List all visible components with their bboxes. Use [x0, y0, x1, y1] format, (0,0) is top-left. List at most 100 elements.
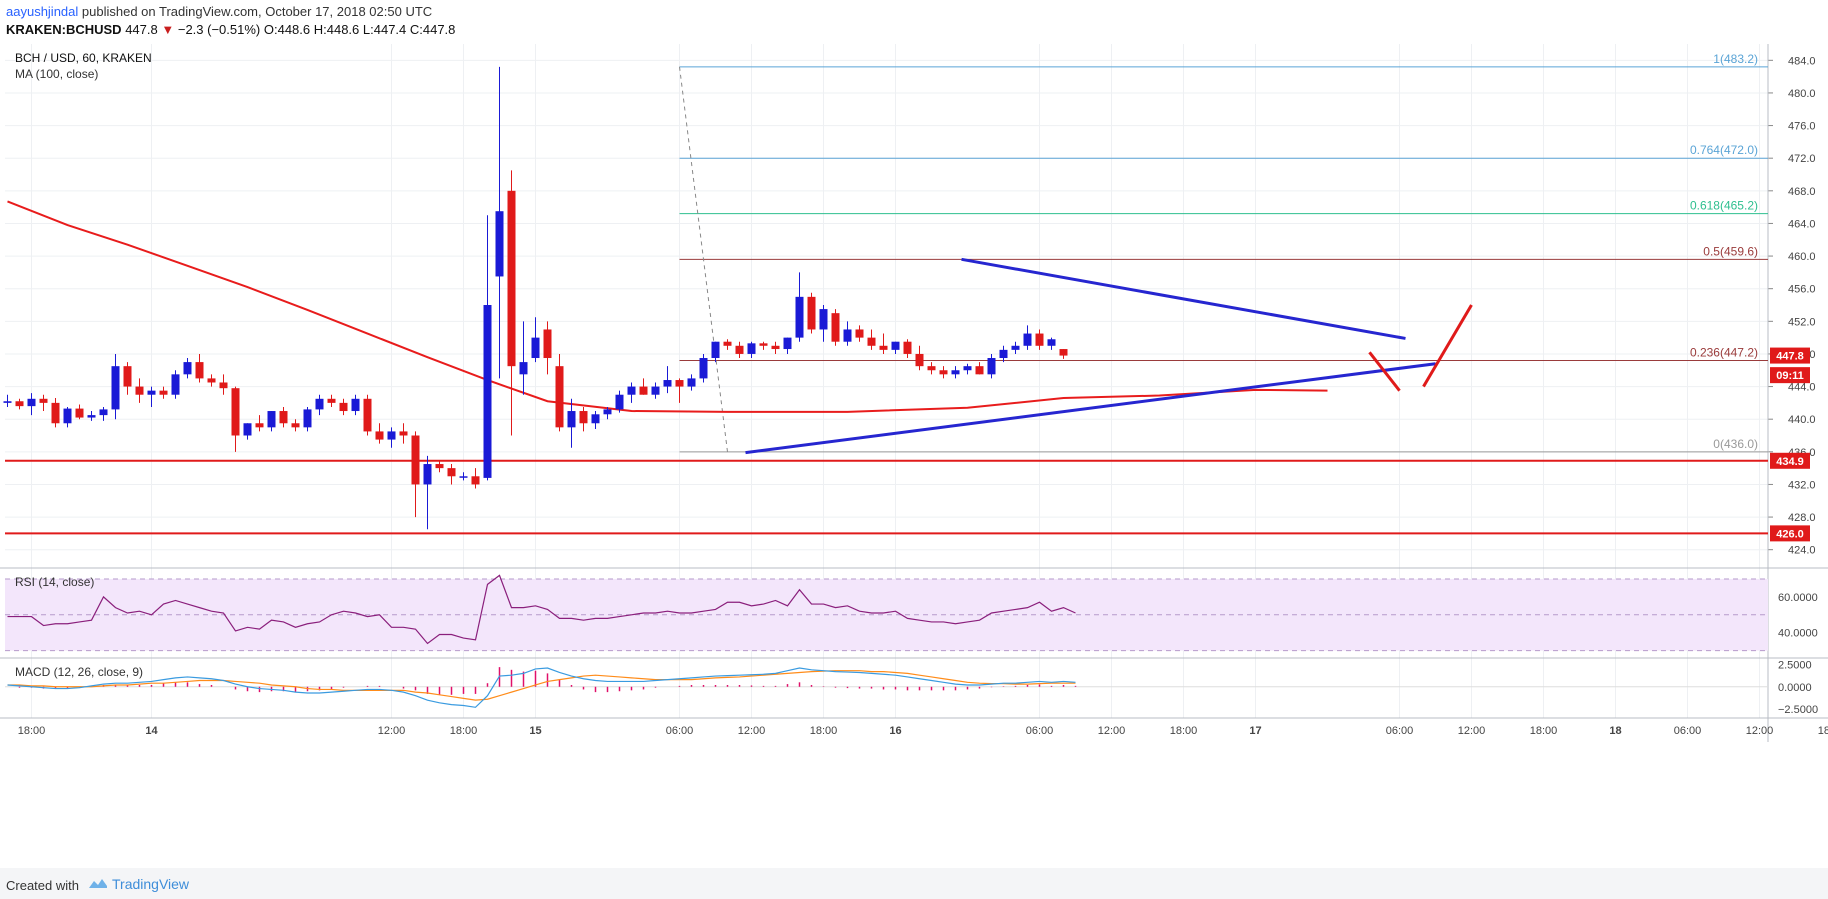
candle-body [267, 411, 276, 428]
rsi-tick-label: 60.0000 [1778, 592, 1818, 604]
candle-body [975, 366, 984, 375]
time-tick-label: 06:00 [666, 725, 694, 737]
current-price-label: 09:11 [1776, 370, 1804, 382]
tradingview-brand[interactable]: TradingView [112, 876, 190, 892]
time-tick-label: 15 [529, 725, 541, 737]
candle-body [987, 358, 996, 375]
candle-body [3, 401, 12, 403]
down-arrow-icon: ▼ [161, 22, 175, 37]
fib-level-label: 0.236(447.2) [1690, 345, 1758, 359]
time-tick-label: 18 [1609, 725, 1621, 737]
candle-body [687, 378, 696, 387]
time-tick-label: 12:00 [1458, 725, 1486, 737]
price-tick-label: 424.0 [1788, 545, 1816, 557]
rsi-title: RSI (14, close) [15, 575, 94, 589]
time-tick-label: 12:00 [1098, 725, 1126, 737]
candle-body [339, 402, 348, 412]
time-tick-label: 16 [889, 725, 901, 737]
tradingview-logo-icon [89, 879, 107, 888]
candle-body [303, 409, 312, 428]
macd-tick-label: −2.5000 [1778, 704, 1818, 716]
ohlc-values: O:448.6 H:448.6 L:447.4 C:447.8 [263, 22, 456, 37]
macd-line [7, 667, 1076, 708]
candle-body [219, 382, 228, 389]
price-tick-label: 480.0 [1788, 88, 1816, 100]
price-tick-label: 472.0 [1788, 153, 1816, 165]
candle-body [699, 358, 708, 379]
candle-body [879, 345, 888, 350]
candle-body [123, 366, 132, 387]
candle-body [423, 464, 432, 485]
time-tick-label: 18:00 [450, 725, 478, 737]
ma-100-line [7, 200, 1328, 413]
time-tick-label: 18:00 [1170, 725, 1198, 737]
candle-body [195, 362, 204, 379]
candle-body [999, 349, 1008, 359]
rsi-tick-label: 40.0000 [1778, 628, 1818, 640]
price-change: −2.3 (−0.51%) [177, 22, 261, 37]
candle-body [951, 370, 960, 375]
fib-level-label: 1(483.2) [1713, 52, 1758, 66]
level-price-box [1770, 525, 1810, 542]
created-with-text: Created with [6, 878, 79, 893]
macd-tick-label: 0.0000 [1778, 682, 1812, 694]
fib-level-label: 0.764(472.0) [1690, 143, 1758, 157]
candle-body [819, 309, 828, 330]
candle-body [519, 362, 528, 375]
candle-body [15, 401, 24, 407]
time-tick-label: 18:00 [810, 725, 838, 737]
candle-body [63, 408, 72, 424]
time-tick-label: 18:00 [1818, 725, 1828, 737]
price-tick-label: 428.0 [1788, 512, 1816, 524]
candle-body [447, 468, 456, 477]
candle-body [939, 370, 948, 375]
publish-info: published on TradingView.com, October 17… [81, 4, 433, 19]
candle-body [1059, 349, 1068, 356]
quote-line: KRAKEN:BCHUSD 447.8 ▼ −2.3 (−0.51%) O:44… [6, 22, 455, 37]
chart-canvas[interactable]: 484.0 480.0 476.0 472.0 468.0 464.0 460.0 456.0… [0, 44, 1828, 868]
fib-level-label: 0.5(459.6) [1703, 244, 1758, 258]
candle-body [567, 411, 576, 428]
candle-body [375, 431, 384, 440]
projection-arrow [1422, 304, 1473, 388]
candle-body [471, 476, 480, 485]
trendline [961, 257, 1406, 340]
candle-body [507, 190, 516, 367]
candle-body [627, 386, 636, 395]
price-tick-label: 456.0 [1788, 284, 1816, 296]
candle-body [327, 398, 336, 403]
current-price-box [1770, 367, 1810, 384]
candle-body [591, 414, 600, 424]
price-panel [5, 44, 1768, 566]
candle-body [603, 409, 612, 415]
candle-body [51, 402, 60, 424]
time-tick-label: 06:00 [1026, 725, 1054, 737]
last-price: 447.8 [125, 22, 158, 37]
price-tick-label: 440.0 [1788, 414, 1816, 426]
candle-body [579, 411, 588, 424]
candle-body [651, 386, 660, 395]
candle-body [759, 343, 768, 346]
candle-body [615, 394, 624, 410]
candle-body [867, 337, 876, 346]
time-tick-label: 17 [1249, 725, 1261, 737]
candle-body [963, 366, 972, 371]
price-tick-label: 484.0 [1788, 55, 1816, 67]
time-tick-label: 12:00 [738, 725, 766, 737]
level-price-label: 426.0 [1776, 528, 1804, 540]
author-link[interactable]: aayushjindal [6, 4, 79, 19]
candle-body [639, 386, 648, 395]
candle-body [183, 362, 192, 375]
candle-body [483, 305, 492, 478]
candle-body [147, 390, 156, 395]
current-price-box [1770, 347, 1810, 364]
candle-body [915, 353, 924, 367]
candle-body [831, 313, 840, 342]
price-tick-label: 460.0 [1788, 251, 1816, 263]
time-tick-label: 12:00 [1746, 725, 1774, 737]
candle-body [711, 341, 720, 359]
candle-body [783, 337, 792, 350]
fib-level-label: 0(436.0) [1713, 437, 1758, 451]
projection-arrow [1368, 351, 1401, 392]
rsi-line [7, 574, 1076, 645]
